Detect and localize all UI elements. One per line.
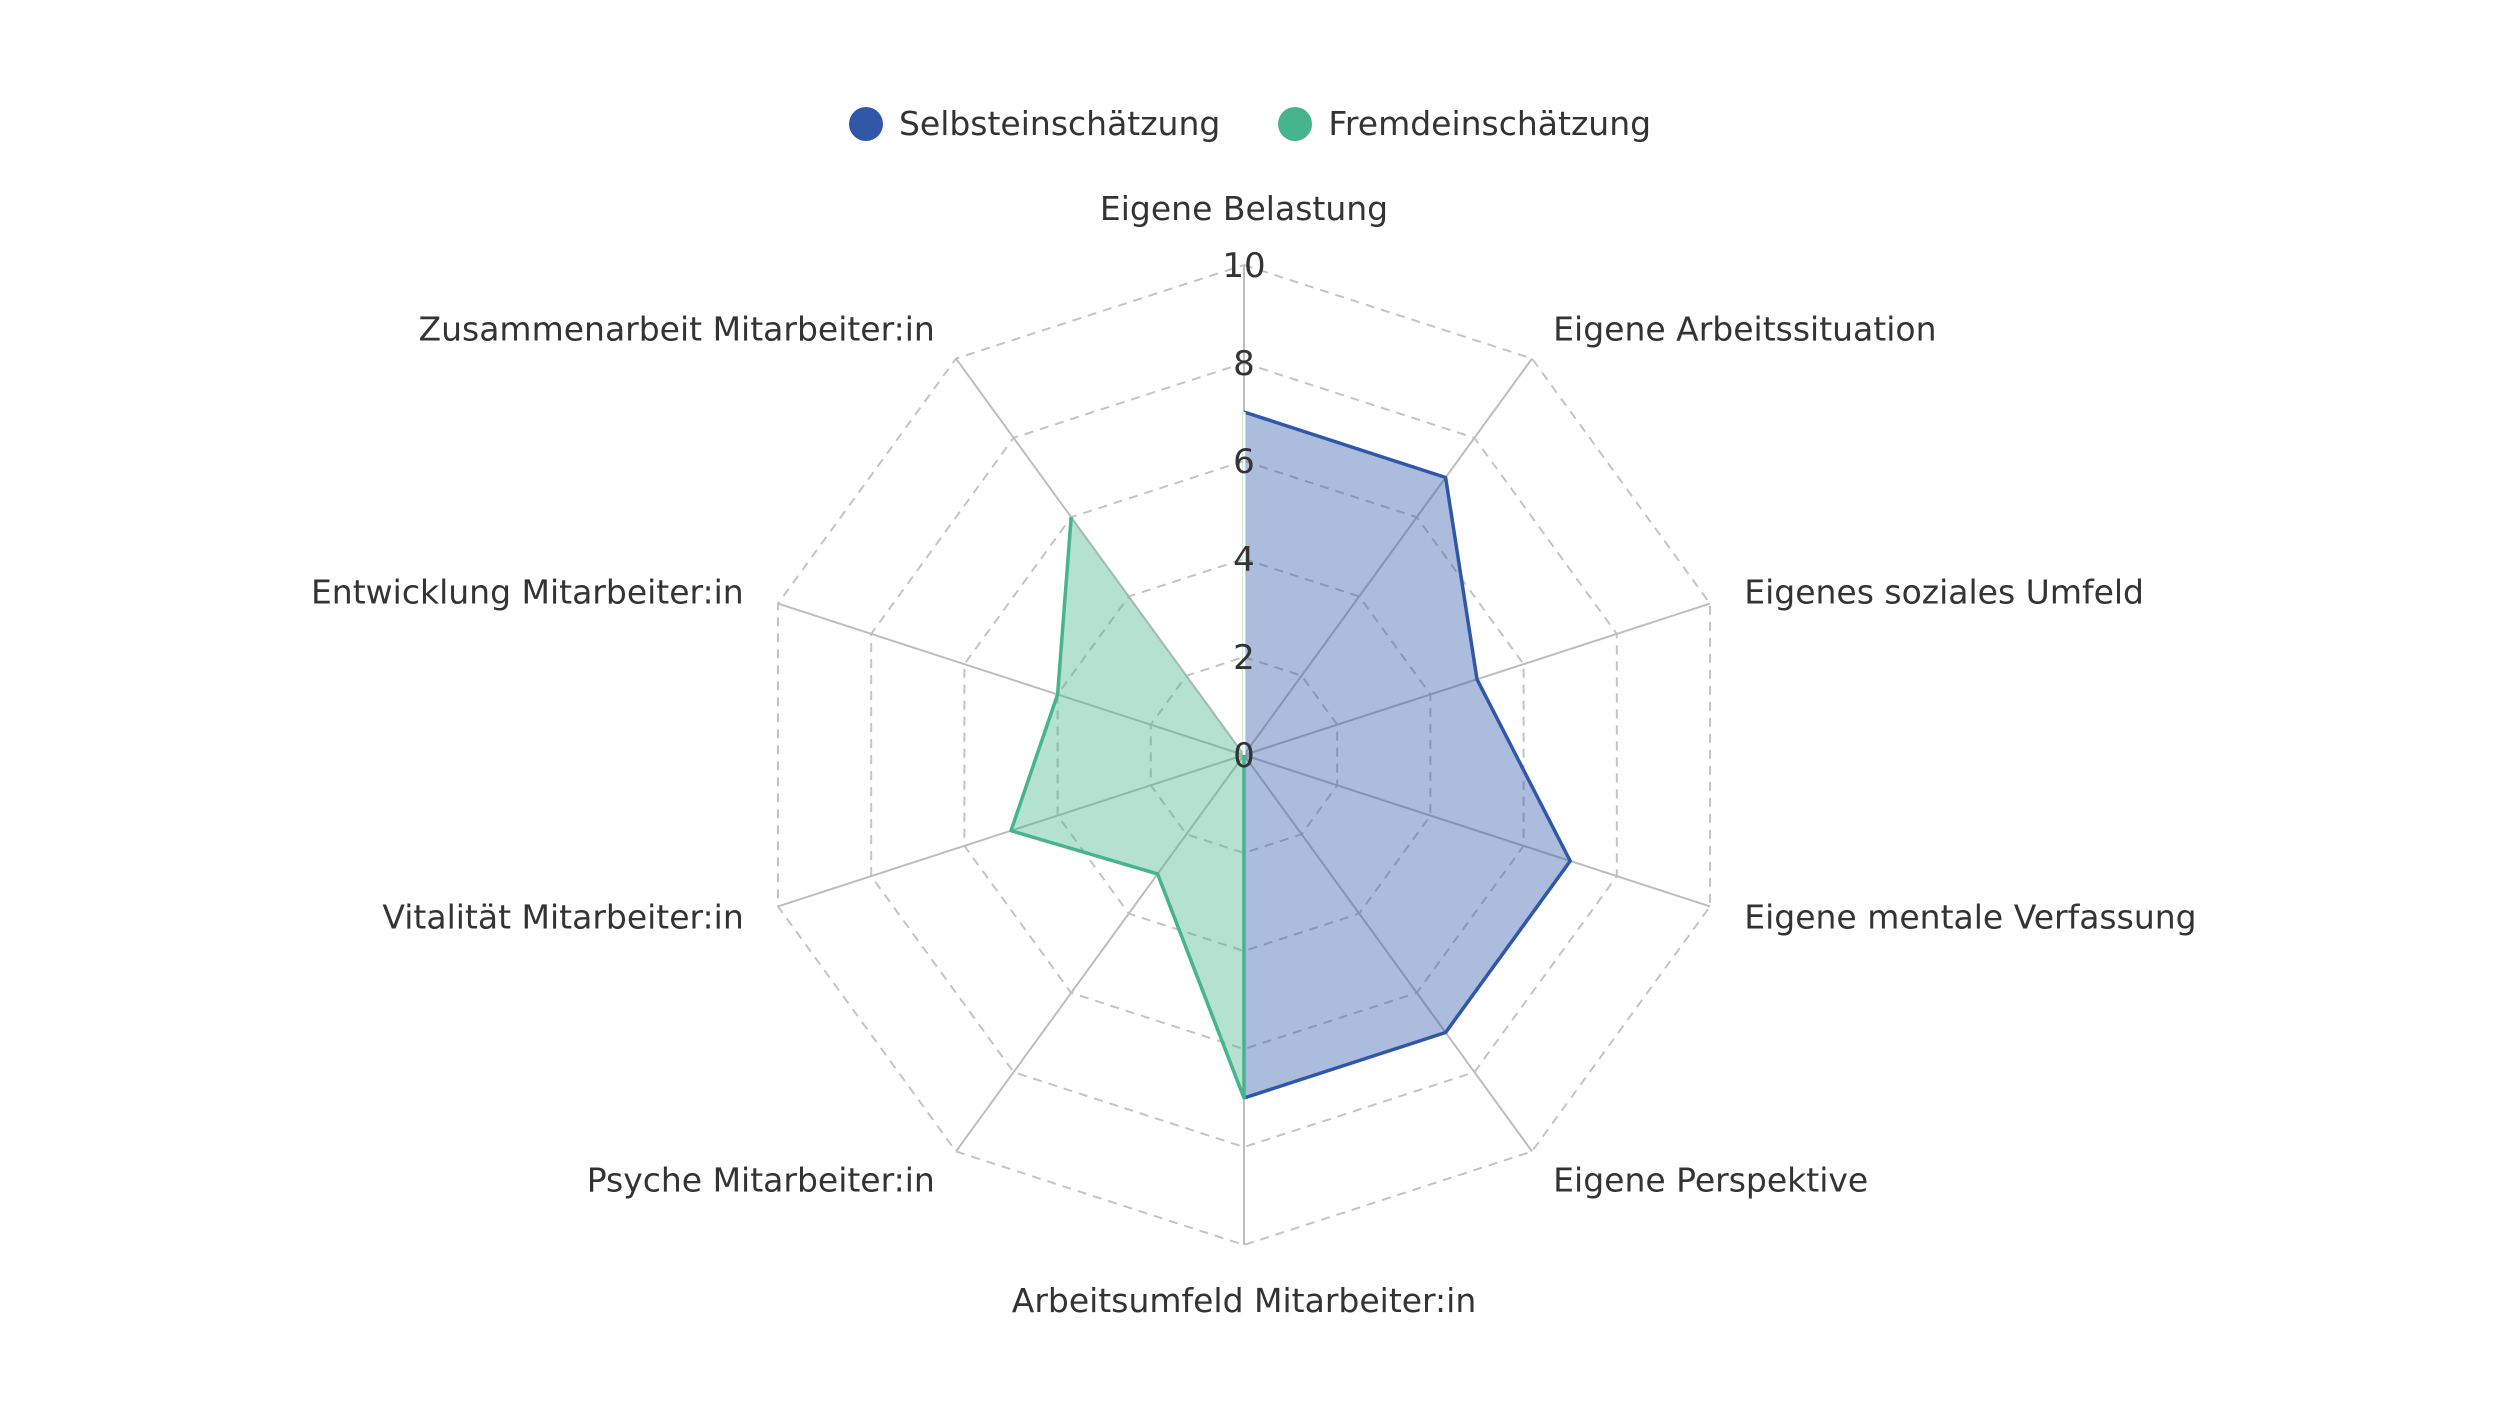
tick-label-10: 10 [1222,246,1265,286]
axis-label-7: Psyche Mitarbeiter:in [587,1161,935,1200]
tick-label-4: 4 [1233,540,1255,580]
legend-label-selbsteinschaetzung: Selbsteinschätzung [898,104,1221,143]
axis-label-3: Eigenes soziales Umfeld [1744,572,2144,611]
axis-label-6: Arbeitsumfeld Mitarbeiter:in [1012,1281,1477,1320]
axis-label-10: Zusammenarbeit Mitarbeiter:in [419,309,935,348]
axis-label-1: Eigene Belastung [1100,189,1388,228]
axis-label-8: Vitalität Mitarbeiter:in [382,898,743,937]
axis-spoke-4 [1243,754,1711,908]
axis-spoke-5 [1243,754,1533,1153]
axis-label-2: Eigene Arbeitssituation [1553,309,1936,348]
legend-marker-fremdeinschaetzung [1278,106,1313,141]
series-line-selbsteinschaetzung [1243,410,1572,1100]
legend-label-fremdeinschaetzung: Fremdeinschätzung [1328,104,1652,143]
legend-item-fremdeinschaetzung[interactable]: Fremdeinschätzung [1278,104,1651,143]
series-line-fremdeinschaetzung [1009,412,1246,1100]
axis-spoke-10 [955,357,1245,756]
series-area-selbsteinschaetzung [1244,412,1571,1098]
tick-label-2: 2 [1233,638,1255,678]
grid-ring-2 [1149,655,1339,855]
tick-label-6: 6 [1233,442,1255,482]
legend-marker-selbsteinschaetzung [848,106,883,141]
tick-label-0: 0 [1233,736,1255,776]
tick-label-8: 8 [1233,344,1255,384]
series-area-fremdeinschaetzung [1010,412,1244,1098]
axis-label-9: Entwicklung Mitarbeiter:in [311,572,744,611]
grid-ring-4 [1056,557,1432,953]
axis-spoke-9 [777,602,1245,756]
legend: Selbsteinschätzung Fremdeinschätzung [0,104,2500,143]
legend-item-selbsteinschaetzung[interactable]: Selbsteinschätzung [848,104,1221,143]
axis-spoke-2 [1243,357,1533,756]
grid-ring-8 [870,361,1618,1149]
axis-label-4: Eigene mentale Verfassung [1744,898,2196,937]
axis-label-5: Eigene Perspektive [1553,1161,1868,1200]
grid-ring-10 [776,263,1712,1247]
axis-spoke-7 [955,754,1245,1153]
